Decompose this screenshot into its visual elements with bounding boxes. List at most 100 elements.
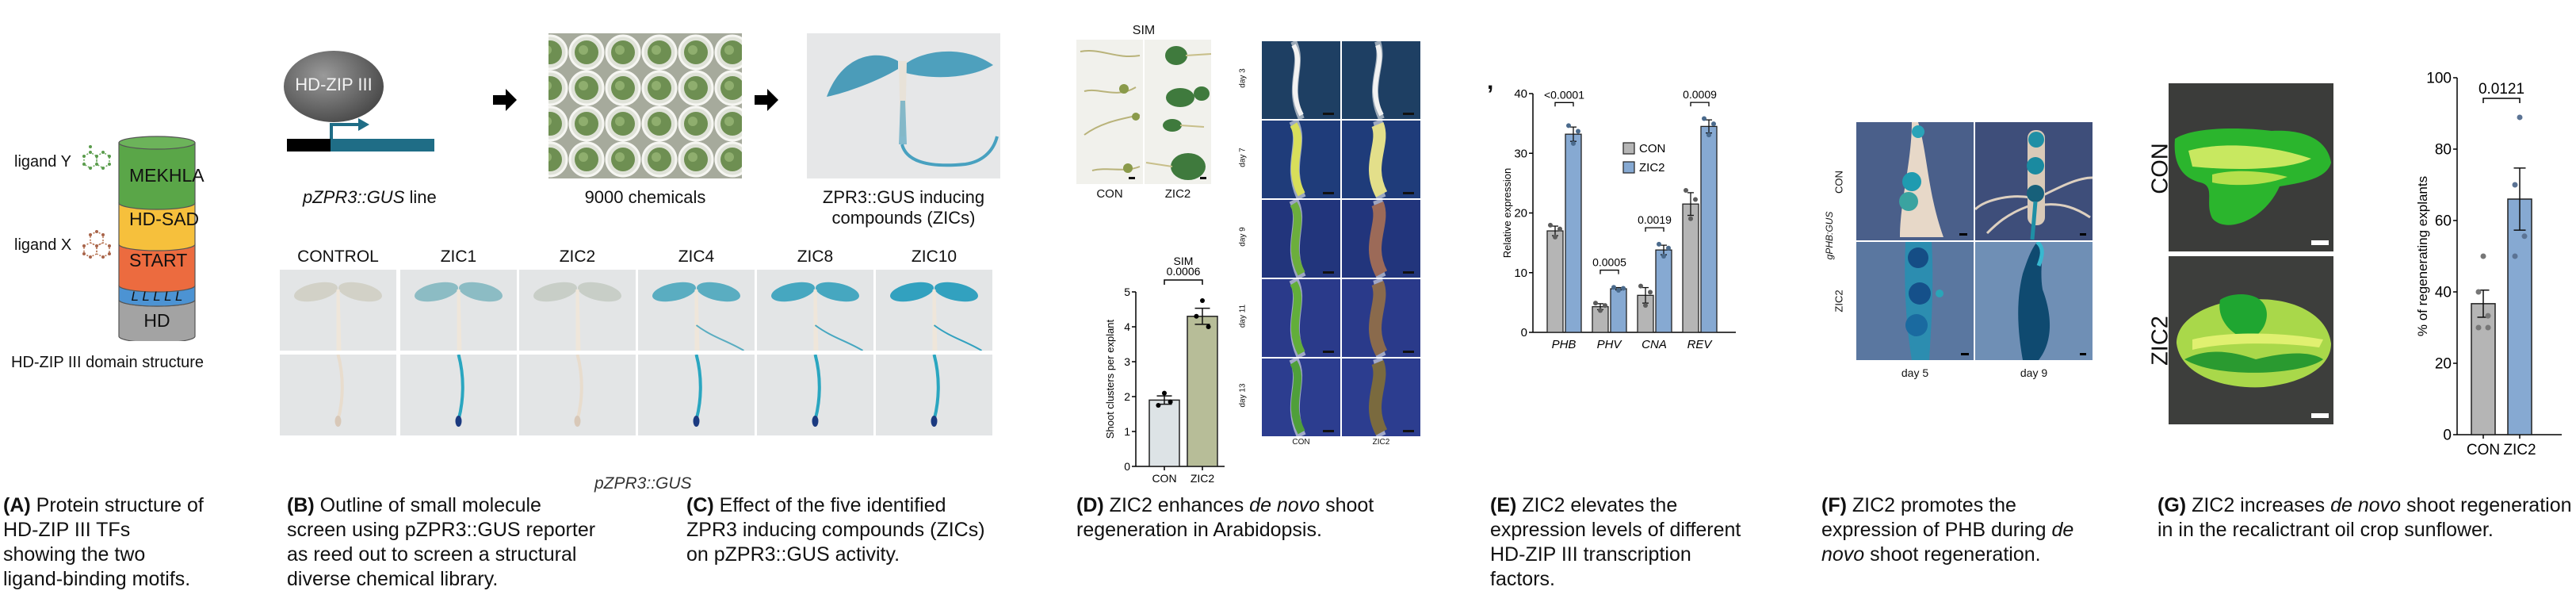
row-label-con: CON xyxy=(1833,171,1845,194)
multiwell-plate-photo xyxy=(548,33,742,178)
panel-letter-mark: , xyxy=(1487,68,1494,94)
x-tick-label: PHB xyxy=(1552,338,1577,351)
data-point xyxy=(1693,197,1698,202)
caption-line: showing the two xyxy=(3,543,146,566)
timecourse-photo xyxy=(1262,359,1340,436)
data-point xyxy=(2475,289,2482,295)
root-photo xyxy=(280,355,396,435)
seedling-drawing xyxy=(771,282,864,351)
explant-drawing xyxy=(1369,359,1414,436)
ligand-x-molecule-icon xyxy=(82,230,111,259)
seedling-photo xyxy=(876,270,992,351)
column-label: ZIC2 xyxy=(559,247,596,266)
data-point xyxy=(1661,253,1666,259)
explant-drawing xyxy=(1289,121,1334,198)
y-axis-label: Shoot clusters per explant xyxy=(1104,319,1116,439)
y-axis-label: % of regenerating explants xyxy=(2415,176,2430,336)
explant-drawing xyxy=(1372,41,1414,119)
timecourse-photo xyxy=(1262,279,1340,357)
domain-leucine-zipper: L L L L L xyxy=(131,289,183,304)
bubble-label: HD-ZIP III xyxy=(295,75,373,94)
explant-drawing xyxy=(1369,279,1414,357)
photo-zic2-day5 xyxy=(1856,242,1974,360)
photo-con-day5 xyxy=(1856,122,1974,240)
root-photo xyxy=(519,355,636,435)
data-point xyxy=(1616,288,1621,293)
y-tick-label: 5 xyxy=(1124,286,1130,298)
caption-label: (C) xyxy=(686,494,714,516)
col-label-day5: day 5 xyxy=(1901,366,1929,379)
root-drawing xyxy=(931,355,940,427)
data-point xyxy=(1571,140,1576,146)
y-tick-label: 20 xyxy=(2435,356,2452,373)
data-point xyxy=(2512,253,2518,259)
sim-photo-title: SIM xyxy=(1132,24,1156,37)
column-label: CONTROL xyxy=(297,247,379,266)
caption-line: expression levels of different xyxy=(1490,519,1741,541)
domain-mekhla: MEKHLA xyxy=(129,165,204,186)
p-value-label: 0.0019 xyxy=(1638,213,1672,226)
data-point xyxy=(2517,114,2523,121)
caption-line: screen using pZPR3::GUS reporter xyxy=(287,519,596,541)
seedling-drawing xyxy=(533,282,621,351)
caption-italic: de novo xyxy=(1249,494,1320,516)
ligand-y-label: ligand Y xyxy=(14,153,71,171)
timecourse-col-label: ZIC2 xyxy=(1372,438,1390,447)
data-point xyxy=(1553,234,1557,240)
start-domain-shape xyxy=(118,244,196,293)
data-point xyxy=(1711,121,1716,127)
bar-phb-zic2 xyxy=(1565,133,1582,333)
data-point xyxy=(1688,216,1693,221)
y-tick-label: 30 xyxy=(1514,147,1527,160)
data-point xyxy=(1168,399,1173,405)
caption-line: Effect of the five identified xyxy=(719,494,946,516)
panel-b-caption: (B) Outline of small molecule screen usi… xyxy=(287,493,595,592)
caption-line: in in the recalictrant oil crop sunflowe… xyxy=(2157,519,2494,541)
y-tick-label: 20 xyxy=(1514,207,1527,221)
reporter-line-rest: line xyxy=(404,187,437,207)
caption-italic: novo xyxy=(1821,543,1865,566)
data-point xyxy=(1156,403,1161,408)
hd-sad-domain-shape xyxy=(118,202,196,251)
gus-stained-seedling-photo xyxy=(807,33,1000,178)
bar-zic2 xyxy=(2507,198,2532,435)
day-label: day 11 xyxy=(1238,304,1248,328)
column-label: ZIC4 xyxy=(678,247,715,266)
caption-line: Outline of small molecule xyxy=(319,494,541,516)
p-value-label: 0.0005 xyxy=(1592,256,1626,269)
chemicals-label: 9000 chemicals xyxy=(584,187,706,207)
data-point xyxy=(1684,188,1688,194)
y-tick-label: 60 xyxy=(2435,213,2452,230)
root-photo xyxy=(400,355,517,435)
caption-label: (D) xyxy=(1076,494,1104,516)
data-point xyxy=(1621,286,1626,291)
timecourse-photo xyxy=(1262,200,1340,278)
seedling-drawing xyxy=(827,51,999,167)
timecourse-photo xyxy=(1342,121,1420,198)
panel-g-caption: (G) ZIC2 increases de novo shoot regener… xyxy=(2157,493,2572,543)
data-point xyxy=(1206,324,1211,329)
column-label: ZIC1 xyxy=(440,247,477,266)
significance-bracket xyxy=(1599,269,1619,274)
domain-cylinder xyxy=(118,136,196,341)
caption-line: diverse chemical library. xyxy=(287,568,499,590)
data-point xyxy=(2512,182,2518,188)
zic-label-line2: compounds (ZICs) xyxy=(831,208,976,228)
day-label: day 9 xyxy=(1238,227,1248,247)
x-tick-label: CON xyxy=(1152,472,1176,485)
timecourse-photo xyxy=(1342,200,1420,278)
y-tick-label: 40 xyxy=(2435,285,2452,301)
root-photo xyxy=(757,355,873,435)
caption-text: expression of PHB during xyxy=(1821,519,2052,541)
seedling-drawing xyxy=(890,282,983,351)
domain-hd-sad: HD-SAD xyxy=(129,209,200,229)
timecourse-photo xyxy=(1342,41,1420,119)
y-tick-label: 2 xyxy=(1124,390,1130,403)
data-point xyxy=(1566,123,1571,128)
explant-drawing xyxy=(1289,359,1334,436)
explant-drawing xyxy=(2177,294,2331,418)
transcription-start-arrow-icon xyxy=(330,118,369,139)
explant-drawing xyxy=(1289,279,1334,357)
seedling-photo xyxy=(757,270,873,351)
data-point xyxy=(1194,313,1199,319)
